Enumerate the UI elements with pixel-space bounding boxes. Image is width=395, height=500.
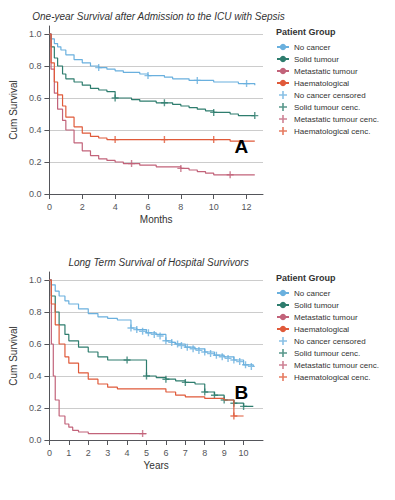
svg-text:8: 8 (202, 448, 207, 458)
svg-text:6: 6 (163, 448, 168, 458)
svg-text:Haematological: Haematological (294, 79, 349, 88)
svg-text:0.8: 0.8 (29, 61, 42, 71)
svg-text:No cancer censored: No cancer censored (294, 91, 366, 100)
svg-text:2: 2 (86, 448, 91, 458)
svg-text:One-year Survival after Admiss: One-year Survival after Admission to the… (32, 11, 285, 22)
svg-text:5: 5 (144, 448, 149, 458)
svg-text:Patient Group: Patient Group (276, 273, 336, 283)
svg-text:0: 0 (47, 448, 52, 458)
svg-text:No cancer censored: No cancer censored (294, 337, 366, 346)
svg-text:A: A (235, 136, 249, 157)
svg-text:0.8: 0.8 (29, 307, 42, 317)
svg-text:Cum Survival: Cum Survival (8, 80, 19, 139)
svg-text:0.6: 0.6 (29, 339, 42, 349)
svg-text:No cancer: No cancer (294, 43, 331, 52)
svg-text:4: 4 (113, 202, 118, 212)
svg-text:1: 1 (66, 448, 71, 458)
svg-text:10: 10 (209, 202, 219, 212)
svg-text:10: 10 (239, 448, 249, 458)
svg-text:9: 9 (222, 448, 227, 458)
svg-text:0: 0 (47, 202, 52, 212)
svg-text:3: 3 (105, 448, 110, 458)
svg-text:2: 2 (80, 202, 85, 212)
svg-text:12: 12 (242, 202, 252, 212)
svg-text:0.2: 0.2 (29, 157, 42, 167)
svg-text:4: 4 (125, 448, 130, 458)
svg-text:Solid tumour cenc.: Solid tumour cenc. (294, 103, 360, 112)
svg-text:Metastatic tumour cenc.: Metastatic tumour cenc. (294, 115, 379, 124)
svg-text:B: B (235, 382, 249, 403)
svg-text:1.0: 1.0 (29, 29, 42, 39)
svg-text:Solid tumour: Solid tumour (294, 301, 339, 310)
svg-text:No cancer: No cancer (294, 289, 331, 298)
svg-text:8: 8 (178, 202, 183, 212)
svg-text:Haematological cenc.: Haematological cenc. (294, 127, 370, 136)
svg-text:Cum Survival: Cum Survival (8, 326, 19, 385)
svg-text:Years: Years (144, 460, 169, 471)
svg-text:Haematological: Haematological (294, 325, 349, 334)
svg-text:1.0: 1.0 (29, 275, 42, 285)
svg-text:0.0: 0.0 (29, 435, 42, 445)
svg-text:0.2: 0.2 (29, 403, 42, 413)
svg-text:Metastatic tumour: Metastatic tumour (294, 67, 358, 76)
svg-text:6: 6 (145, 202, 150, 212)
svg-text:0.0: 0.0 (29, 189, 42, 199)
svg-text:Months: Months (140, 214, 173, 225)
svg-text:0.4: 0.4 (29, 125, 42, 135)
svg-text:Haematological cenc.: Haematological cenc. (294, 373, 370, 382)
svg-text:Metastatic tumour cenc.: Metastatic tumour cenc. (294, 361, 379, 370)
svg-text:7: 7 (183, 448, 188, 458)
svg-text:0.4: 0.4 (29, 371, 42, 381)
svg-text:Metastatic tumour: Metastatic tumour (294, 313, 358, 322)
svg-text:Long Term Survival of Hospital: Long Term Survival of Hospital Survivors (68, 257, 248, 268)
svg-text:Solid tumour cenc.: Solid tumour cenc. (294, 349, 360, 358)
svg-text:Patient Group: Patient Group (276, 27, 336, 37)
svg-text:Solid tumour: Solid tumour (294, 55, 339, 64)
svg-text:0.6: 0.6 (29, 93, 42, 103)
